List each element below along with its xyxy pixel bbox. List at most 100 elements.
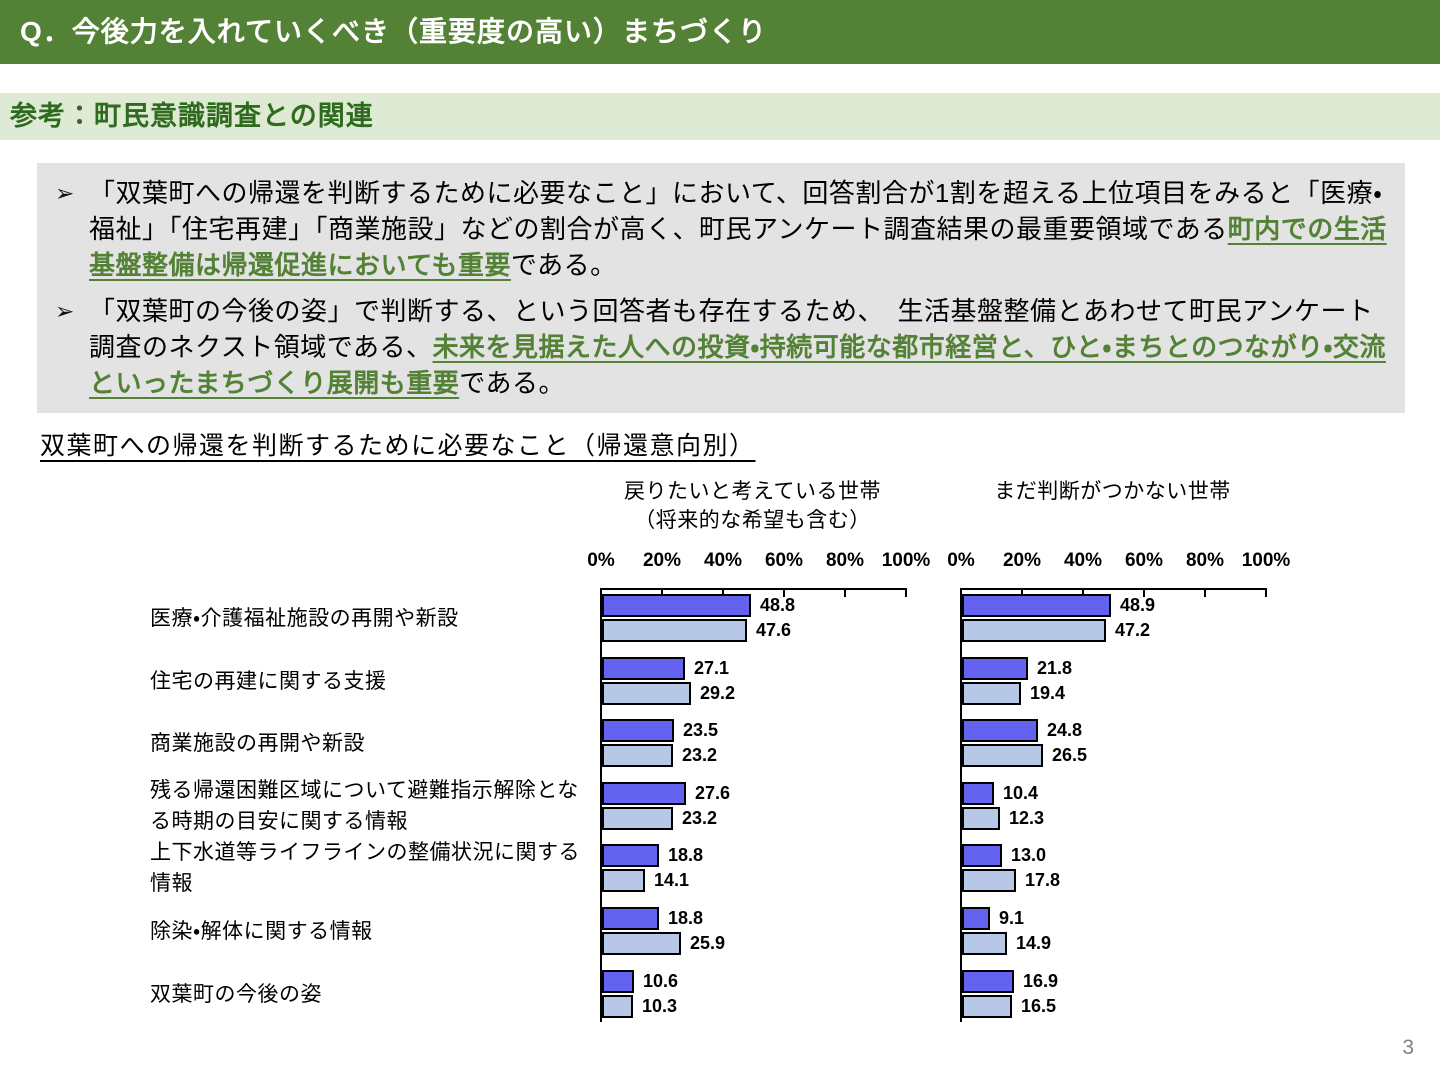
category-label-column: 医療・介護福祉施設の再開や新設 住宅の再建に関する支援 商業施設の再開や新設 残る帰還…	[150, 594, 580, 1034]
plain-text: 「双葉町の今後の姿」で判断する、という回答者も存在するため、 生活基盤整備とあわ…	[89, 296, 1374, 362]
section-title: 双葉町への帰還を判断するために必要なこと（帰還意向別）	[40, 432, 756, 460]
x-axis-line	[600, 588, 907, 590]
panel-title-line: 戻りたいと考えている世帯	[624, 480, 881, 503]
axis-tick-mark	[1265, 590, 1267, 597]
y-axis-line	[600, 588, 602, 1022]
axis-tick-mark	[1082, 590, 1084, 597]
axis-tick-label: 60%	[1124, 550, 1164, 571]
bar-dark-blue	[602, 970, 634, 993]
value-label: 23.5	[683, 720, 719, 740]
value-label: 13.0	[1011, 845, 1047, 865]
bullet-text: 「双葉町への帰還を判断するために必要なこと」において、回答割合が1割を超える上位…	[89, 175, 1387, 283]
value-label: 17.8	[1025, 870, 1061, 890]
axis-tick-label: 100%	[1241, 550, 1291, 571]
value-label: 27.6	[695, 783, 731, 803]
bullet-item: ➢ 「双葉町の今後の姿」で判断する、という回答者も存在するため、 生活基盤整備とあ…	[53, 293, 1387, 401]
axis-tick-mark	[1021, 590, 1023, 597]
category-label: 上下水道等ライフラインの整備状況に関する情報	[150, 841, 580, 895]
value-label: 29.2	[700, 683, 736, 703]
bar-light-blue	[602, 807, 673, 830]
bar-light-blue	[962, 619, 1106, 642]
chart-panel: 0% 20% 40% 60% 80% 100% 48.9 47.2 21.8 19.4 24.8 26…	[947, 540, 1290, 1030]
bar-light-blue	[962, 744, 1043, 767]
category-label: 商業施設の再開や新設	[150, 731, 365, 755]
bar-light-blue	[602, 619, 747, 642]
value-label: 18.8	[668, 908, 704, 928]
bar-dark-blue	[602, 844, 659, 867]
bullet-item: ➢ 「双葉町への帰還を判断するために必要なこと」において、回答割合が1割を超える上…	[53, 175, 1387, 283]
plain-text: である。	[459, 368, 565, 398]
subheader-bar: 参考：町民意識調査との関連	[0, 93, 1440, 140]
bar-light-blue	[962, 995, 1012, 1018]
summary-box: ➢ 「双葉町への帰還を判断するために必要なこと」において、回答割合が1割を超える上…	[37, 163, 1405, 413]
value-label: 47.2	[1115, 620, 1151, 640]
axis-tick-label: 20%	[642, 550, 682, 571]
highlighted-text: 町内での生活基盤整備は帰還促進においても重要	[89, 214, 1387, 280]
bar-dark-blue	[962, 782, 994, 805]
value-label: 14.1	[654, 870, 690, 890]
bar-dark-blue	[962, 970, 1014, 993]
value-label: 19.4	[1030, 683, 1066, 703]
bar-dark-blue	[962, 907, 990, 930]
bar-dark-blue	[602, 782, 686, 805]
value-label: 9.1	[999, 908, 1025, 928]
value-label: 14.9	[1016, 933, 1052, 953]
title-bar: Q．今後力を入れていくべき（重要度の高い）まちづくり	[0, 0, 1440, 64]
bar-dark-blue	[602, 907, 659, 930]
bar-dark-blue	[962, 844, 1002, 867]
value-label: 10.4	[1003, 783, 1039, 803]
value-label: 48.8	[760, 595, 796, 615]
panel-title: 戻りたいと考えている世帯 （将来的な希望も含む）	[600, 477, 905, 535]
bar-light-blue	[602, 682, 691, 705]
chart-panel: 0% 20% 40% 60% 80% 100% 48.8 47.6 27.1 29.2 23.5 23…	[587, 540, 930, 1030]
bar-dark-blue	[962, 594, 1111, 617]
bar-light-blue	[602, 744, 673, 767]
category-label: 除染・解体に関する情報	[150, 919, 373, 943]
plain-text: である。	[510, 250, 617, 280]
value-label: 18.8	[668, 845, 704, 865]
panel-title-line: （将来的な希望も含む）	[634, 509, 871, 532]
y-axis-line	[960, 588, 962, 1022]
category-label: 双葉町の今後の姿	[150, 982, 322, 1006]
panel-title-line: まだ判断がつかない世帯	[994, 480, 1231, 503]
value-label: 21.8	[1037, 658, 1073, 678]
value-label: 23.2	[682, 808, 718, 828]
x-axis-line	[960, 588, 1267, 590]
value-label: 24.8	[1047, 720, 1083, 740]
subheader-title: 参考：町民意識調査との関連	[10, 101, 374, 131]
axis-tick-label: 40%	[1063, 550, 1103, 571]
value-label: 48.9	[1120, 595, 1156, 615]
bar-dark-blue	[962, 657, 1028, 680]
axis-tick-mark	[783, 590, 785, 597]
panel-title: まだ判断がつかない世帯	[960, 477, 1265, 506]
bar-light-blue	[962, 807, 1000, 830]
bar-light-blue	[962, 682, 1021, 705]
bullet-arrow-icon: ➢	[55, 298, 75, 324]
value-label: 16.5	[1021, 996, 1057, 1016]
value-label: 10.3	[642, 996, 678, 1016]
axis-tick-mark	[722, 590, 724, 597]
axis-tick-label: 40%	[703, 550, 743, 571]
axis-tick-mark	[1143, 590, 1145, 597]
axis-tick-label: 20%	[1002, 550, 1042, 571]
value-label: 23.2	[682, 745, 718, 765]
bar-light-blue	[602, 932, 681, 955]
axis-tick-mark	[905, 590, 907, 597]
axis-tick-mark	[661, 590, 663, 597]
bar-light-blue	[602, 995, 633, 1018]
value-label: 25.9	[690, 933, 726, 953]
bar-dark-blue	[602, 719, 674, 742]
bar-light-blue	[962, 932, 1007, 955]
axis-tick-mark	[1204, 590, 1206, 597]
category-label: 残る帰還困難区域について避難指示解除となる時期の目安に関する情報	[150, 779, 579, 833]
value-label: 26.5	[1052, 745, 1088, 765]
bullet-text: 「双葉町の今後の姿」で判断する、という回答者も存在するため、 生活基盤整備とあわ…	[89, 293, 1387, 401]
value-label: 12.3	[1009, 808, 1045, 828]
axis-tick-label: 0%	[587, 550, 615, 571]
bar-dark-blue	[962, 719, 1038, 742]
axis-tick-label: 100%	[881, 550, 931, 571]
bullet-arrow-icon: ➢	[55, 180, 75, 206]
category-label: 住宅の再建に関する支援	[150, 669, 387, 693]
value-label: 16.9	[1023, 971, 1059, 991]
